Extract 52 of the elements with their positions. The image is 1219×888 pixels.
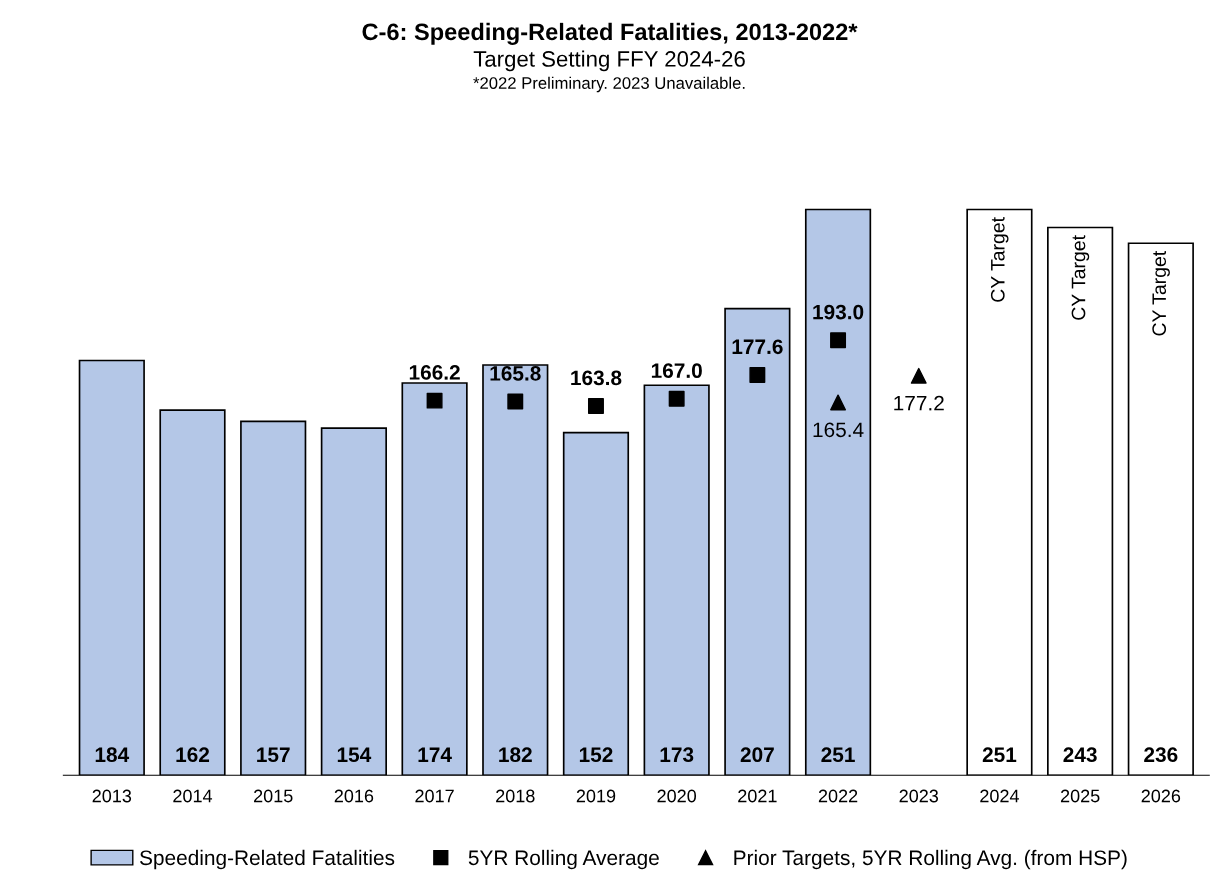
- text: *2022 Preliminary. 2023 Unavailable.: [473, 76, 745, 93]
- x-tick-label: 2023: [899, 789, 939, 803]
- data-label: 165.8: [490, 365, 541, 381]
- legend-label: Speeding-Related Fatalities: [139, 849, 395, 870]
- data-label: 243: [1063, 747, 1097, 763]
- x-tick-label: 2020: [657, 789, 697, 803]
- annotation: CY Target: [1152, 250, 1170, 336]
- x-tick-label: 2025: [1060, 789, 1100, 803]
- data-label: 174: [418, 747, 452, 762]
- point: [749, 366, 766, 383]
- x-tick-label: 2026: [1141, 789, 1181, 803]
- data-label: 165.4: [813, 422, 864, 438]
- point: [587, 398, 604, 415]
- data-label: 193.0: [813, 304, 864, 320]
- annotation: CY Target: [990, 217, 1009, 302]
- x-tick-label: 2024: [980, 789, 1019, 803]
- data-label: 251: [982, 747, 1017, 763]
- data-label: 166.2: [409, 365, 460, 380]
- point: [426, 392, 443, 409]
- data-label: 152: [579, 747, 613, 763]
- x-tick-label: 2022: [818, 789, 858, 803]
- x-tick-label: 2013: [92, 789, 132, 803]
- legend-label: Prior Targets, 5YR Rolling Avg. (from HSP): [734, 849, 1127, 870]
- data-label: 177.6: [732, 339, 783, 355]
- data-label: 163.8: [571, 370, 622, 386]
- data-label: 236: [1144, 747, 1178, 763]
- x-tick-label: 2014: [173, 789, 213, 803]
- data-label: 162: [176, 747, 210, 763]
- data-label: 173: [660, 747, 694, 763]
- x-tick-label: 2019: [576, 789, 616, 803]
- point: [830, 332, 847, 349]
- data-label: 154: [337, 747, 372, 763]
- x-tick-label: 2021: [738, 789, 777, 803]
- data-label: 251: [821, 747, 855, 763]
- data-label: 157: [257, 747, 290, 763]
- x-tick-label: 2017: [415, 789, 454, 803]
- x-tick-label: 2016: [334, 789, 374, 803]
- data-label: 182: [499, 747, 532, 763]
- data-label: 184: [95, 747, 130, 763]
- x-tick-label: 2015: [254, 789, 293, 803]
- point: [507, 393, 524, 410]
- legend-label: 5YR Rolling Average: [468, 849, 659, 870]
- point: [910, 367, 927, 384]
- x-tick-label: 2018: [496, 789, 535, 803]
- data-label: 167.0: [651, 363, 702, 379]
- annotation: CY Target: [1071, 235, 1090, 320]
- data-label: 207: [740, 747, 774, 763]
- point: [668, 390, 685, 407]
- chart-title: C-6: Speeding-Related Fatalities, 2013-2022*: [362, 22, 858, 45]
- data-label: 177.2: [894, 395, 944, 411]
- chart-subtitle: Target Setting FFY 2024-26: [473, 50, 745, 72]
- point: [830, 394, 847, 411]
